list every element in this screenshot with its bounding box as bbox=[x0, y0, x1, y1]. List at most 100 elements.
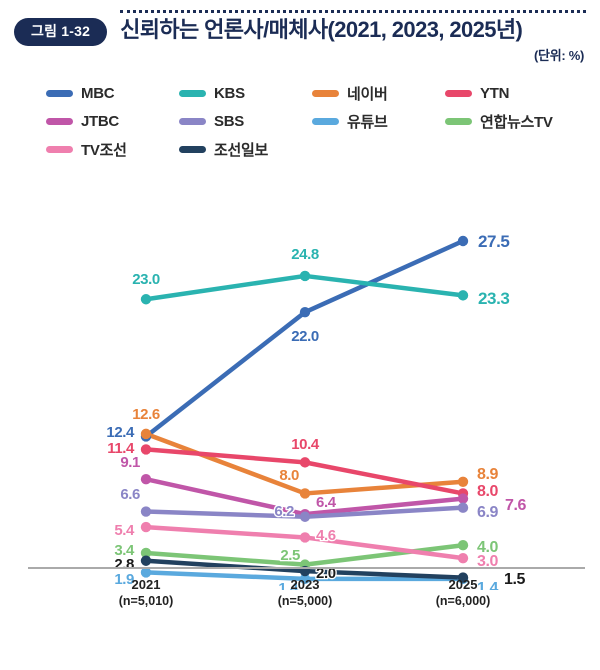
data-point-MBC-2023[interactable] bbox=[299, 306, 311, 318]
value-label-네이버-2023: 8.0 bbox=[279, 467, 299, 484]
value-label-MBC-2025: 27.5 bbox=[478, 232, 510, 251]
legend-swatch-icon bbox=[179, 118, 206, 126]
legend-item-label: SBS bbox=[214, 113, 244, 131]
legend-swatch-icon bbox=[46, 90, 73, 98]
data-point-SBS-2021[interactable] bbox=[140, 506, 152, 517]
value-label-SBS-2023: 6.2 bbox=[274, 503, 294, 520]
value-label-MBC-2021: 12.4 bbox=[106, 424, 135, 441]
data-point-유튜브-2023[interactable] bbox=[299, 573, 311, 584]
legend-swatch-icon bbox=[312, 90, 339, 98]
data-point-YTN-2021[interactable] bbox=[140, 444, 152, 455]
legend-item-SBS[interactable]: SBS bbox=[179, 108, 312, 136]
legend-item-label: KBS bbox=[214, 85, 245, 103]
data-point-연합뉴스TV-2025[interactable] bbox=[457, 539, 469, 551]
x-tick-2023: 2023 (n=5,000) bbox=[235, 576, 375, 610]
value-label-YTN-2023: 10.4 bbox=[291, 436, 320, 453]
legend-item-label: MBC bbox=[81, 85, 115, 103]
data-point-KBS-2023[interactable] bbox=[299, 270, 311, 281]
data-point-YTN-2023[interactable] bbox=[299, 456, 311, 468]
value-label-SBS-2021: 6.6 bbox=[120, 486, 140, 503]
chart-legend: MBC KBS 네이버 YTN JTBC SBS 유튜브 연합뉴스TV TV조선 조선일보 bbox=[46, 80, 586, 164]
data-point-연합뉴스TV-2021[interactable] bbox=[140, 547, 152, 559]
data-point-SBS-2025[interactable] bbox=[457, 502, 469, 513]
value-label-유튜브-2021: 1.9 bbox=[114, 571, 134, 588]
value-label-조선일보-2025: 1.5 bbox=[504, 571, 526, 588]
chart-plot-area: 23.0 24.8 23.3 12.4 22.0 27.5 12.6 8.0 8.9 11.4 10… bbox=[0, 170, 600, 608]
data-point-SBS-2023[interactable] bbox=[299, 511, 311, 522]
legend-item-label: TV조선 bbox=[81, 142, 127, 160]
data-point-조선일보-2021[interactable] bbox=[140, 555, 152, 566]
legend-item-label: 조선일보 bbox=[214, 142, 269, 160]
data-point-네이버-2025[interactable] bbox=[457, 476, 469, 487]
page-title: 신뢰하는 언론사/매체사(2021, 2023, 2025년) bbox=[120, 17, 523, 42]
value-label-KBS-2023: 24.8 bbox=[291, 246, 319, 263]
value-label-YTN-2025: 8.0 bbox=[477, 483, 499, 500]
x-tick-2021: 2021 (n=5,010) bbox=[76, 576, 216, 610]
x-axis: 2021 (n=5,010) 2023 (n=5,000) 2025 (n=6,… bbox=[0, 566, 600, 608]
legend-item-label: 연합뉴스TV bbox=[480, 114, 553, 132]
legend-swatch-icon bbox=[445, 90, 472, 98]
value-label-TV조선-2021: 5.4 bbox=[114, 522, 135, 539]
value-label-네이버-2025: 8.9 bbox=[477, 466, 499, 483]
data-point-유튜브-2021[interactable] bbox=[140, 567, 152, 578]
legend-item-TV조선[interactable]: TV조선 bbox=[46, 136, 179, 164]
data-point-조선일보-2025[interactable] bbox=[457, 572, 469, 583]
value-label-연합뉴스TV-2025: 4.0 bbox=[477, 539, 499, 556]
legend-item-label: 유튜브 bbox=[347, 114, 388, 132]
legend-item-KBS[interactable]: KBS bbox=[179, 80, 312, 108]
value-label-SBS-2025: 6.9 bbox=[477, 504, 499, 521]
data-point-KBS-2021[interactable] bbox=[140, 293, 152, 305]
title-block: 신뢰하는 언론사/매체사(2021, 2023, 2025년) (단위: %) bbox=[120, 10, 586, 64]
axis-baseline bbox=[28, 566, 585, 569]
legend-swatch-icon bbox=[179, 146, 206, 154]
value-label-연합뉴스TV-2021: 3.4 bbox=[114, 542, 135, 559]
data-point-TV조선-2021[interactable] bbox=[140, 521, 152, 533]
data-point-네이버-2021[interactable] bbox=[140, 428, 152, 439]
data-point-JTBC-2021[interactable] bbox=[140, 473, 152, 485]
legend-swatch-icon bbox=[445, 118, 472, 126]
legend-item-label: JTBC bbox=[81, 113, 119, 131]
legend-swatch-icon bbox=[312, 118, 339, 126]
legend-item-label: 네이버 bbox=[347, 86, 388, 104]
figure-badge: 그림 1-32 bbox=[14, 18, 108, 46]
data-point-TV조선-2023[interactable] bbox=[299, 532, 311, 543]
legend-swatch-icon bbox=[179, 90, 206, 98]
data-point-JTBC-2025[interactable] bbox=[457, 493, 469, 504]
line-chart-svg: 23.024.823.312.422.027.512.68.0 8.911.4 10… bbox=[105, 231, 528, 590]
x-tick-sample: (n=6,000) bbox=[435, 594, 491, 609]
legend-item-유튜브[interactable]: 유튜브 bbox=[312, 108, 445, 136]
legend-item-MBC[interactable]: MBC bbox=[46, 80, 179, 108]
value-label-JTBC-2021: 9.1 bbox=[120, 454, 140, 471]
value-label-연합뉴스TV-2023: 2.5 bbox=[280, 547, 300, 564]
series-lines bbox=[143, 238, 466, 581]
unit-label: (단위: %) bbox=[534, 47, 584, 63]
value-label-YTN-2021: 11.4 bbox=[107, 440, 135, 457]
value-label-네이버-2021: 12.6 bbox=[132, 406, 160, 423]
data-point-MBC-2025[interactable] bbox=[457, 235, 469, 247]
value-label-유튜브-2025: 1.4 bbox=[477, 580, 499, 590]
legend-swatch-icon bbox=[46, 146, 73, 154]
legend-item-YTN[interactable]: YTN bbox=[445, 80, 578, 108]
value-label-TV조선-2023: 4.6 bbox=[316, 527, 336, 544]
value-label-JTBC-2025: 7.6 bbox=[505, 497, 527, 514]
x-tick-year: 2025 bbox=[448, 576, 478, 592]
legend-item-연합뉴스TV[interactable]: 연합뉴스TV bbox=[445, 108, 578, 136]
legend-item-label: YTN bbox=[480, 85, 510, 103]
value-label-MBC-2023: 22.0 bbox=[291, 328, 319, 345]
value-label-KBS-2025: 23.3 bbox=[478, 289, 510, 308]
value-label-KBS-2021: 23.0 bbox=[132, 271, 160, 288]
data-point-TV조선-2025[interactable] bbox=[457, 552, 469, 564]
legend-item-네이버[interactable]: 네이버 bbox=[312, 80, 445, 108]
x-tick-2025: 2025 (n=6,000) bbox=[393, 576, 533, 610]
legend-item-JTBC[interactable]: JTBC bbox=[46, 108, 179, 136]
legend-item-조선일보[interactable]: 조선일보 bbox=[179, 136, 312, 164]
value-label-TV조선-2025: 3.0 bbox=[477, 553, 499, 570]
data-point-네이버-2023[interactable] bbox=[299, 488, 311, 499]
value-label-유튜브-2023: 1.4 bbox=[278, 580, 299, 590]
point-value-labels: 23.024.823.312.422.027.512.68.0 8.911.4 10… bbox=[105, 231, 528, 590]
data-point-KBS-2025[interactable] bbox=[457, 289, 469, 301]
series-line-TV조선 bbox=[143, 524, 466, 561]
chart-header: 그림 1-32 신뢰하는 언론사/매체사(2021, 2023, 2025년) … bbox=[0, 0, 600, 64]
x-tick-year: 2023 bbox=[290, 576, 320, 592]
x-tick-sample: (n=5,000) bbox=[277, 594, 333, 609]
